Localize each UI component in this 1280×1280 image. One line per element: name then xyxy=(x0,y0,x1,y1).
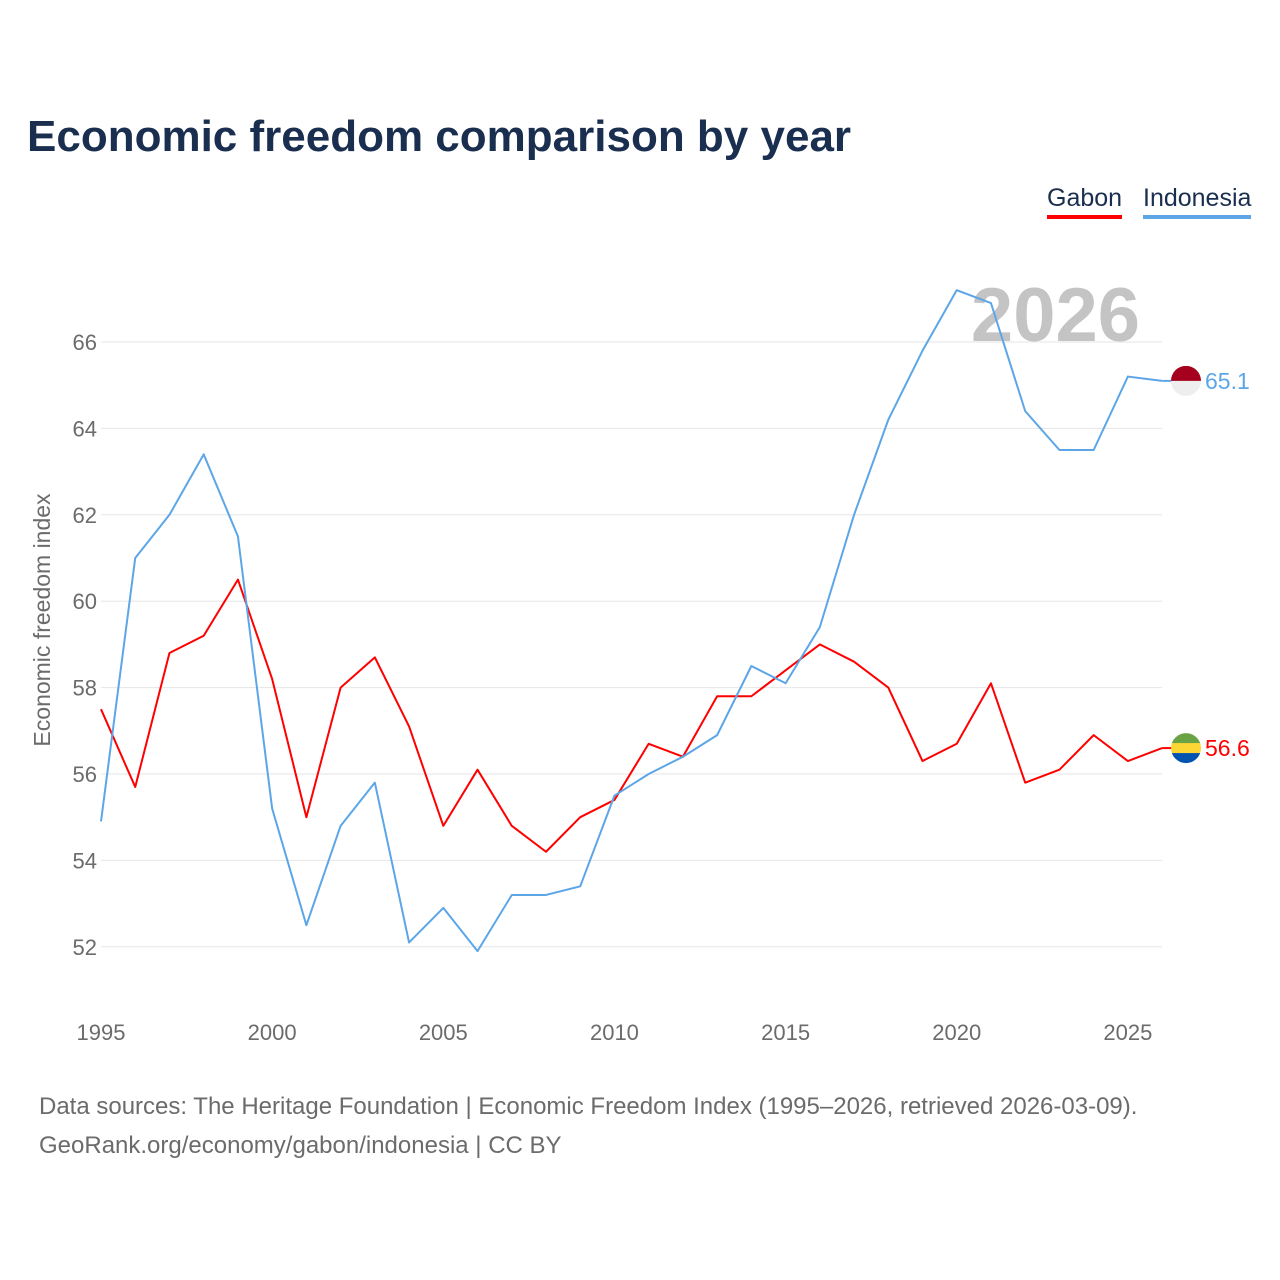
y-tick-label: 54 xyxy=(73,848,97,873)
x-tick-label: 2020 xyxy=(932,1020,981,1045)
source-line-1: Data sources: The Heritage Foundation | … xyxy=(39,1093,1138,1120)
y-tick-label: 64 xyxy=(73,416,97,441)
source-note: Data sources: The Heritage Foundation | … xyxy=(39,1087,1137,1165)
y-tick-label: 58 xyxy=(73,676,97,701)
x-tick-label: 2025 xyxy=(1103,1020,1152,1045)
x-tick-label: 2010 xyxy=(590,1020,639,1045)
year-watermark: 2026 xyxy=(971,273,1140,358)
x-tick-label: 2015 xyxy=(761,1020,810,1045)
flag-band xyxy=(1171,753,1201,764)
legend-gabon[interactable]: Gabon xyxy=(1047,184,1123,219)
legend-indonesia[interactable]: Indonesia xyxy=(1143,184,1252,219)
series-line-indonesia xyxy=(100,289,1163,953)
flag-band xyxy=(1171,365,1201,382)
y-tick-label: 60 xyxy=(73,589,97,614)
y-tick-label: 62 xyxy=(73,503,97,528)
flag-gabon-icon xyxy=(1171,733,1201,764)
x-tick-label: 2005 xyxy=(419,1020,468,1045)
series-line-gabon xyxy=(100,578,1163,853)
end-value-label: 56.6 xyxy=(1205,735,1250,761)
x-tick-label: 2000 xyxy=(248,1020,297,1045)
x-tick-label: 1995 xyxy=(77,1020,126,1045)
y-tick-label: 66 xyxy=(73,330,97,355)
flag-band xyxy=(1171,743,1201,754)
chart-title: Economic freedom comparison by year xyxy=(27,112,852,161)
flag-indonesia-icon xyxy=(1171,365,1201,396)
flag-band xyxy=(1171,380,1201,396)
y-tick-label: 52 xyxy=(73,935,97,960)
source-line-2[interactable]: GeoRank.org/economy/gabon/indonesia | CC… xyxy=(39,1132,562,1159)
y-tick-label: 56 xyxy=(73,762,97,787)
flag-band xyxy=(1171,733,1201,744)
y-axis-label: Economic freedom index xyxy=(29,493,55,747)
end-value-label: 65.1 xyxy=(1205,368,1250,394)
